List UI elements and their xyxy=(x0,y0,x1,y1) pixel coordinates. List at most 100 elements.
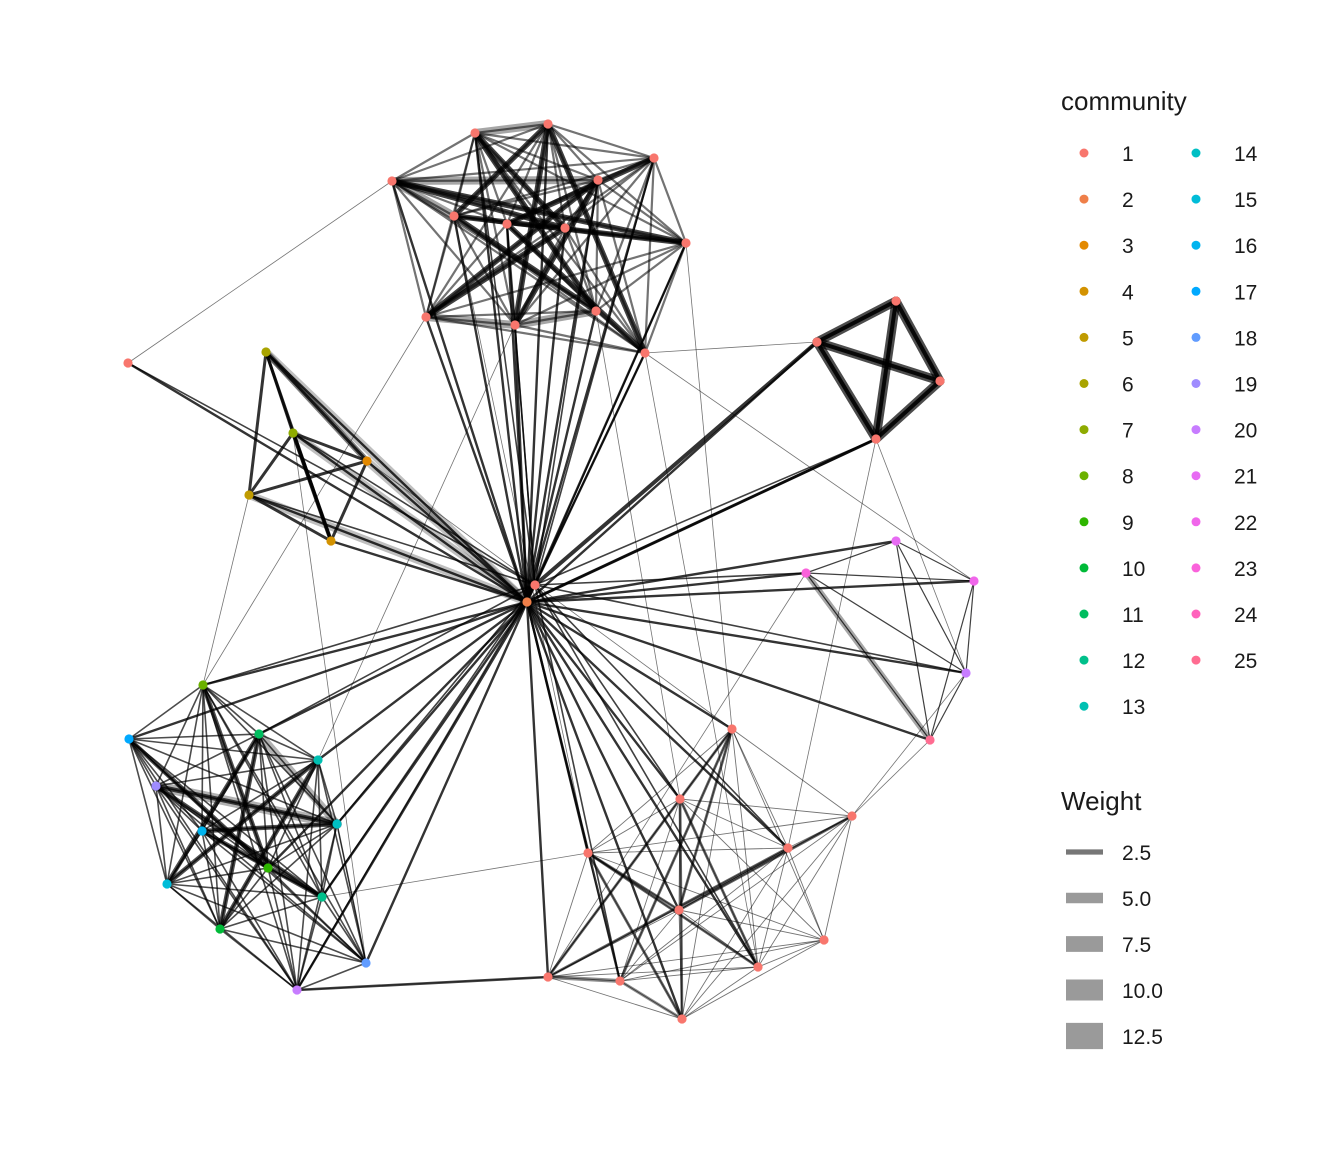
edge xyxy=(594,241,688,313)
node xyxy=(313,755,323,765)
edge xyxy=(199,821,340,834)
edge xyxy=(388,176,602,185)
edge xyxy=(525,600,932,742)
edge xyxy=(202,494,250,686)
node xyxy=(332,819,342,829)
edge xyxy=(534,584,759,968)
edge xyxy=(679,798,853,817)
node xyxy=(591,306,601,316)
edge xyxy=(390,179,647,355)
edge xyxy=(247,350,268,497)
edge xyxy=(166,883,367,964)
edge xyxy=(388,177,458,220)
edge xyxy=(127,362,536,586)
edge xyxy=(258,733,367,964)
edge xyxy=(317,324,516,761)
edge xyxy=(534,584,789,849)
node xyxy=(530,580,540,590)
edge xyxy=(471,120,552,137)
edge xyxy=(201,830,221,930)
edge xyxy=(321,584,536,898)
edge xyxy=(317,759,367,964)
edge xyxy=(245,491,531,606)
edge xyxy=(929,672,967,741)
edge xyxy=(390,156,656,183)
edge xyxy=(164,731,262,887)
edge xyxy=(202,684,260,735)
node xyxy=(961,668,971,678)
edge xyxy=(316,600,529,762)
edge xyxy=(595,310,681,800)
edge xyxy=(389,178,568,231)
edge xyxy=(619,966,759,982)
node xyxy=(891,296,901,306)
edge xyxy=(851,739,931,817)
node xyxy=(215,924,225,934)
edge xyxy=(823,815,853,941)
edge xyxy=(513,323,647,355)
edge xyxy=(644,352,759,968)
edge xyxy=(473,131,600,182)
edge xyxy=(587,815,853,854)
edge xyxy=(128,738,168,885)
edge xyxy=(473,131,656,160)
edge xyxy=(451,213,599,314)
node xyxy=(640,348,650,358)
edge xyxy=(474,132,536,586)
node xyxy=(261,347,271,357)
edge xyxy=(128,738,221,930)
edge xyxy=(534,438,877,586)
edge xyxy=(258,584,536,735)
node xyxy=(522,597,532,607)
edge xyxy=(452,214,529,604)
edge xyxy=(390,179,428,319)
node xyxy=(361,958,371,968)
edge xyxy=(525,539,898,604)
edge xyxy=(525,178,600,604)
edge xyxy=(525,600,622,983)
edge xyxy=(155,785,221,930)
edge xyxy=(525,600,684,1021)
edge xyxy=(321,896,367,964)
node xyxy=(543,119,553,129)
node xyxy=(124,734,134,744)
edge xyxy=(678,909,825,941)
node xyxy=(288,428,298,438)
edge xyxy=(965,580,975,674)
edge xyxy=(525,600,550,979)
edge xyxy=(547,852,589,978)
edge xyxy=(166,867,269,885)
edge xyxy=(424,315,529,604)
edge xyxy=(247,431,295,497)
edge xyxy=(248,494,536,586)
edge xyxy=(336,584,536,825)
edge xyxy=(525,437,878,604)
edge xyxy=(534,584,967,674)
edge xyxy=(894,299,942,383)
edge xyxy=(155,785,168,885)
edge xyxy=(619,847,789,982)
edge xyxy=(587,798,681,854)
node xyxy=(969,576,979,586)
edge xyxy=(534,584,681,800)
edge xyxy=(504,221,648,356)
edge xyxy=(321,852,589,898)
edge xyxy=(262,348,531,606)
edge xyxy=(126,361,529,604)
edge xyxy=(390,122,550,183)
edge xyxy=(424,241,688,319)
edge xyxy=(534,352,646,586)
node xyxy=(151,781,161,791)
edge xyxy=(336,823,367,964)
edge xyxy=(805,572,967,674)
node xyxy=(812,337,822,347)
node xyxy=(510,320,520,330)
node xyxy=(470,128,480,138)
edge xyxy=(596,178,647,355)
edge xyxy=(619,980,683,1020)
edge xyxy=(473,122,550,135)
edge xyxy=(895,540,975,582)
edge xyxy=(851,672,967,817)
edge xyxy=(514,324,536,586)
edge xyxy=(423,177,601,320)
